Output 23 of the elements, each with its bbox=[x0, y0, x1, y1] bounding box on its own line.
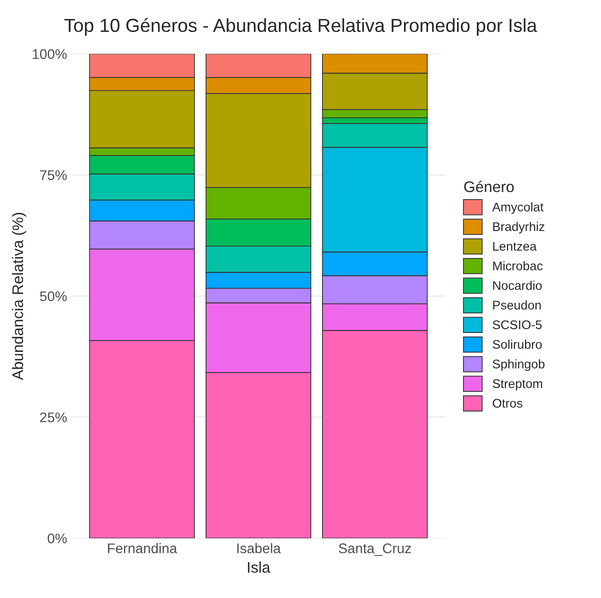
chart-title: Top 10 Géneros - Abundancia Relativa Promedio por Isla bbox=[64, 18, 538, 36]
legend-label: Bradyrhiz bbox=[493, 222, 544, 234]
legend-title: Género bbox=[464, 180, 514, 192]
legend-label: Nocardio bbox=[493, 280, 542, 290]
x-tick-label: Isabela bbox=[237, 543, 281, 554]
y-tick-label: 25% bbox=[40, 412, 67, 422]
legend-label: Streptom bbox=[492, 379, 542, 391]
legend-label: Pseudon bbox=[493, 300, 541, 310]
legend-label: Sphingob bbox=[492, 359, 544, 371]
legend-label: SCSIO-5 bbox=[492, 320, 542, 330]
y-tick-label: 0% bbox=[48, 534, 67, 544]
x-tick-label: Santa_Cruz bbox=[338, 543, 411, 556]
legend-label: Solirubro bbox=[492, 340, 542, 349]
legend-label: Microbac bbox=[493, 261, 543, 270]
x-axis-title: Isla bbox=[248, 562, 270, 573]
x-tick-label: Fernandina bbox=[108, 543, 178, 554]
legend-label: Lentzea bbox=[493, 242, 537, 251]
y-tick-label: 50% bbox=[40, 291, 67, 302]
y-tick-label: 100% bbox=[32, 49, 67, 59]
y-axis-title: Abundancia Relativa (%) bbox=[12, 212, 26, 380]
legend-label: Amycolat bbox=[492, 202, 544, 214]
legend-label: Otros bbox=[492, 398, 522, 408]
y-tick-label: 75% bbox=[40, 170, 67, 180]
